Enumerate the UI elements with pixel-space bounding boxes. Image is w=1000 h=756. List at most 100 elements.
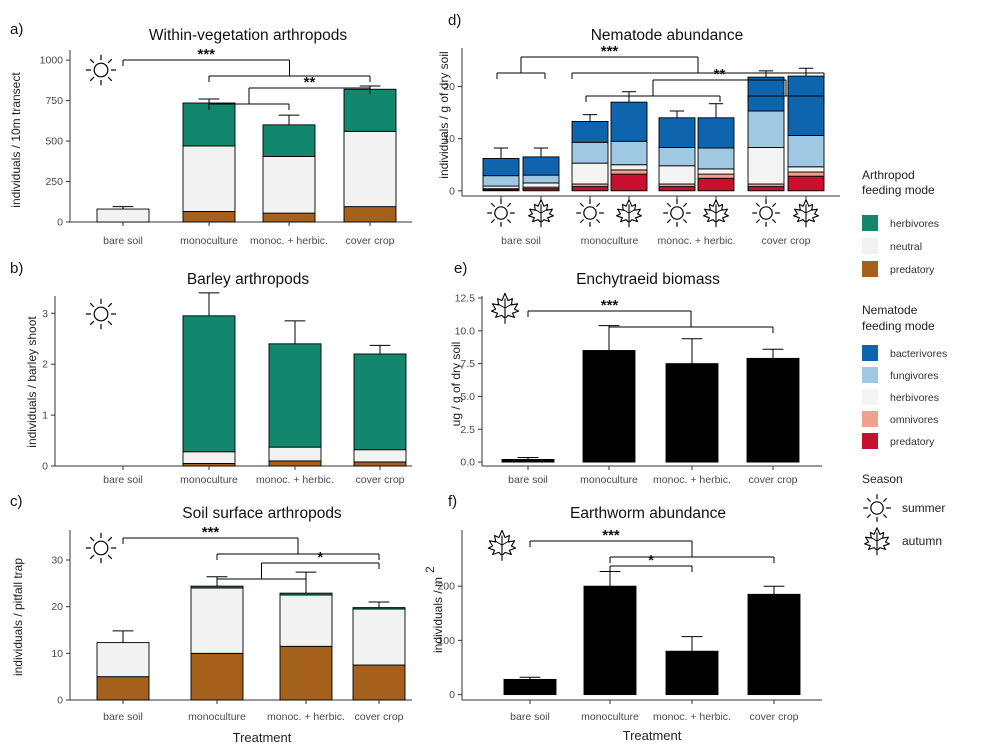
x-tick-label: monoc. + herbic.	[256, 474, 334, 486]
significance-stars: *	[317, 549, 323, 566]
legend-swatch-omnivores	[862, 411, 878, 427]
panel-letter: b)	[10, 260, 23, 277]
y-tick-label: 0	[449, 689, 455, 701]
legend-label: summer	[902, 501, 945, 515]
leaf-vein	[504, 303, 513, 309]
bar	[501, 458, 555, 463]
y-tick-label: 200	[437, 581, 455, 593]
x-tick-label: monoc. + herbic.	[267, 711, 345, 723]
y-axis-title: individuals / pitfall trap	[11, 558, 25, 676]
bar-segment-bacterivores	[787, 75, 825, 136]
legend-label: predatory	[890, 436, 935, 448]
sun-core	[670, 206, 684, 220]
y-tick-label: 10	[443, 133, 455, 145]
legend-swatch-predatory	[862, 261, 878, 277]
sun-ray	[595, 218, 601, 224]
sun-icon	[663, 199, 691, 227]
bar-segment-neutral	[268, 446, 322, 462]
significance-stars: ***	[602, 527, 620, 544]
bar-segment-herbivores	[343, 88, 397, 132]
bar-segment-neutral	[96, 208, 150, 223]
bar-segment-bacterivores	[747, 76, 785, 112]
x-tick-label: bare soil	[501, 235, 541, 247]
bar	[582, 350, 636, 463]
sun-ray	[89, 554, 95, 560]
bar-segment-herbivores	[352, 607, 406, 610]
sun-ray	[89, 302, 95, 308]
x-tick-label: cover crop	[748, 474, 797, 486]
y-axis-title: ug / g of dry soil	[449, 342, 463, 427]
sun-ray	[682, 202, 688, 208]
sun-ray	[107, 554, 113, 560]
bar-segment-bacterivores	[522, 156, 560, 176]
x-tick-label: monoculture	[581, 235, 639, 247]
x-tick-label: cover crop	[761, 235, 810, 247]
panel-c: c) Soil surface arthropods 0 10 20 30 individu…	[10, 493, 412, 745]
x-tick-label: monoculture	[180, 235, 238, 247]
sun-icon	[85, 54, 117, 86]
y-tick-label: 10	[51, 648, 63, 660]
panel-letter: f)	[448, 493, 457, 510]
bar-segment-predatory	[262, 212, 316, 223]
bar-segment-bacterivores	[482, 158, 520, 177]
sun-ray	[490, 202, 496, 208]
x-tick-label: cover crop	[345, 235, 394, 247]
bar-segment-fungivores	[697, 147, 735, 170]
bar-segment-herbivores	[658, 165, 696, 185]
bar-segment-omnivores	[610, 169, 648, 175]
bar-segment-fungivores	[610, 140, 648, 166]
legend-label: bacterivores	[890, 348, 947, 360]
x-tick-label: bare soil	[103, 235, 143, 247]
leaf-vein	[534, 208, 542, 214]
bar-segment-herbivores	[747, 147, 785, 185]
y-tick-label: 2.5	[460, 424, 475, 436]
sun-ray	[866, 513, 872, 519]
y-tick-label: 12.5	[455, 293, 476, 305]
significance-stars: ***	[202, 524, 220, 541]
bar-segment-herbivores	[268, 343, 322, 448]
panel-letter: d)	[448, 12, 461, 29]
panel-e: e) Enchytraeid biomass 0.0 2.5 5.0 7.5 10.0 12.…	[449, 260, 822, 486]
bar-segment-predatory	[96, 676, 150, 701]
sun-core	[494, 206, 508, 220]
sun-ray	[579, 202, 585, 208]
bar-segment-neutral	[262, 155, 316, 214]
bar-segment-neutral	[182, 145, 236, 212]
y-tick-label: 5.0	[460, 391, 475, 403]
x-tick-label: monoc. + herbic.	[658, 235, 736, 247]
leaf-vein	[715, 208, 723, 214]
bar	[747, 593, 801, 696]
x-tick-label: bare soil	[103, 711, 143, 723]
y-axis-title: individuals / g of dry soil	[437, 51, 451, 178]
y-tick-label: 7.5	[460, 358, 475, 370]
bar-segment-neutral	[353, 449, 407, 463]
bar-segment-herbivores	[182, 315, 236, 453]
significance-stars: ***	[601, 43, 619, 60]
bar-segment-neutral	[279, 594, 333, 647]
bar-segment-herbivores	[697, 168, 735, 175]
leaf-vein	[876, 536, 884, 542]
x-tick-label: cover crop	[354, 711, 403, 723]
x-axis-title: Treatment	[623, 728, 682, 743]
y-tick-label: 10.0	[455, 325, 476, 337]
sun-ray	[89, 320, 95, 326]
y-axis-title: individuals / m	[431, 577, 445, 653]
maple-leaf-icon	[703, 199, 729, 228]
leaf-vein	[709, 208, 717, 214]
x-tick-label: monoc. + herbic.	[250, 235, 328, 247]
bar-segment-predatory	[697, 177, 735, 192]
bar-segment-fungivores	[787, 135, 825, 168]
legend-title: feeding mode	[862, 183, 935, 197]
maple-leaf-icon	[528, 199, 554, 228]
legend-label: fungivores	[890, 370, 938, 382]
sun-ray	[490, 218, 496, 224]
bar	[503, 678, 557, 696]
sun-ray	[89, 58, 95, 64]
panel-title: Enchytraeid biomass	[576, 271, 720, 288]
sun-ray	[107, 302, 113, 308]
bar	[583, 585, 637, 696]
sun-core	[93, 62, 109, 78]
y-tick-label: 0	[57, 695, 63, 707]
sun-core	[93, 306, 109, 322]
